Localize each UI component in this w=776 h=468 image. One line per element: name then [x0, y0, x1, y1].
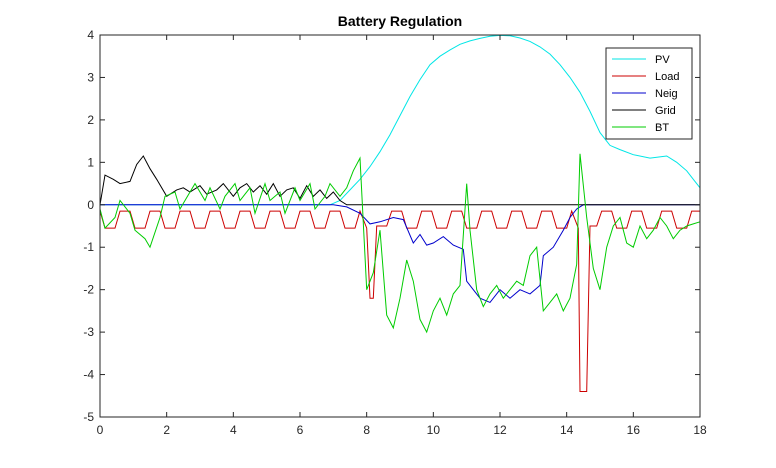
series-line-load [99, 209, 700, 392]
x-tick-label: 2 [163, 423, 170, 437]
x-tick-label: 10 [427, 423, 441, 437]
series-line-neig [100, 204, 700, 304]
x-tick-label: 6 [297, 423, 304, 437]
chart-title: Battery Regulation [338, 13, 462, 29]
y-tick-label: -1 [83, 240, 94, 254]
series-layer [99, 34, 701, 392]
x-tick-label: 4 [230, 423, 237, 437]
legend-label-bt: BT [655, 122, 669, 134]
x-tick-label: 0 [97, 423, 104, 437]
x-tick-label: 16 [627, 423, 641, 437]
legend-label-load: Load [655, 71, 679, 83]
x-tick-label: 14 [560, 423, 574, 437]
x-tick-label: 8 [363, 423, 370, 437]
chart-legend: PV Load Neig Grid BT [605, 47, 693, 140]
plot-area-background [100, 35, 700, 417]
legend-label-pv: PV [655, 54, 670, 66]
y-tick-label: 0 [87, 198, 94, 212]
series-line-pv [100, 34, 701, 206]
y-tick-label: 2 [87, 113, 94, 127]
series-line-bt [99, 153, 701, 334]
y-tick-label: 3 [87, 70, 94, 84]
plot-area-frame [99, 34, 701, 418]
y-tick-label: 1 [87, 155, 94, 169]
x-tick-label: 12 [493, 423, 507, 437]
x-tick-label: 18 [693, 423, 707, 437]
y-tick-label: -4 [83, 368, 94, 382]
y-tick-label: -5 [83, 410, 94, 424]
y-tick-label: -3 [83, 325, 94, 339]
legend-label-grid: Grid [655, 105, 676, 117]
y-tick-label: -2 [83, 283, 94, 297]
y-tick-label: 4 [87, 28, 94, 42]
series-line-grid [99, 155, 700, 206]
legend-label-neig: Neig [655, 88, 678, 100]
